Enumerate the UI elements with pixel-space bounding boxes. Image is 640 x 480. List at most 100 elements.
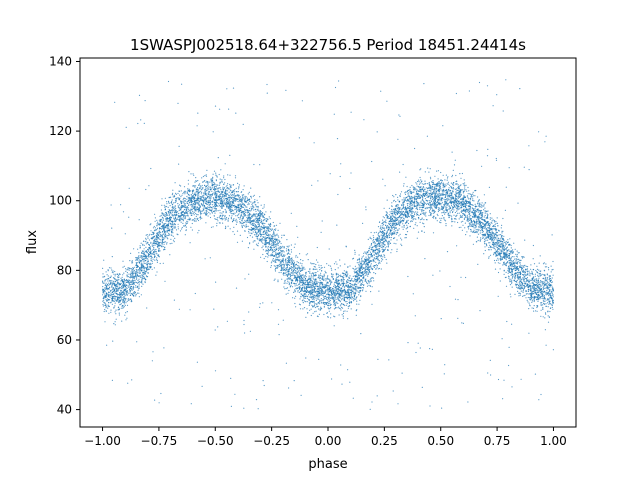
data-point [136,257,138,259]
data-point [194,186,196,188]
data-point [542,288,545,290]
data-point [396,250,398,253]
data-point [336,263,338,265]
data-point [540,315,542,317]
data-point [446,251,449,253]
data-point [179,218,181,220]
data-point [395,223,397,225]
data-point [304,278,306,280]
data-point [157,223,159,226]
data-point [389,222,391,224]
data-point [508,271,510,273]
data-point [187,179,189,181]
data-point [231,190,233,192]
data-point [215,218,217,220]
data-point [530,273,532,275]
data-point [464,211,466,213]
data-point [210,206,212,209]
data-point [544,293,547,295]
data-point [158,250,160,252]
data-point [237,200,239,202]
data-point [173,202,175,204]
data-point [369,237,371,239]
data-point [522,274,524,276]
data-point [445,223,447,225]
data-point [545,263,547,265]
data-point [540,393,542,396]
data-point [402,228,404,230]
data-point [211,209,213,211]
data-point [105,288,107,290]
data-point [468,205,470,207]
data-point [131,300,133,302]
data-point [231,195,233,197]
data-point [489,359,491,361]
data-point [436,170,438,172]
data-point [265,249,267,251]
data-point [166,228,168,230]
data-point [186,195,188,198]
data-point [281,268,283,271]
data-point [180,196,182,198]
data-point [136,277,138,279]
data-point [397,204,399,206]
data-point [228,200,230,202]
data-point [359,265,361,267]
data-point [366,283,368,285]
data-point [520,279,523,281]
data-point [271,229,273,231]
data-point [459,204,461,206]
data-point [168,213,170,215]
data-point [424,183,426,185]
data-point [290,284,292,286]
data-point [360,333,362,335]
data-point [548,301,550,303]
data-point [452,220,454,223]
data-point [132,277,134,279]
data-point [215,202,218,204]
data-point [294,302,296,305]
data-point [256,231,258,233]
data-point [302,268,305,270]
data-point [478,81,481,84]
data-point [542,296,544,298]
data-point [418,181,420,183]
data-point [118,314,120,316]
data-point [251,236,254,238]
data-point [453,164,456,166]
data-point [512,273,514,275]
data-point [468,228,470,230]
data-point [219,218,221,220]
data-point [486,211,488,213]
data-point [385,258,387,261]
data-point [319,277,322,279]
data-point [400,237,402,239]
data-point [211,182,213,184]
data-point [441,202,443,204]
data-point [314,274,317,276]
data-point [401,244,403,247]
data-point [254,204,256,206]
data-point [199,211,201,214]
data-point [247,214,249,216]
data-point [404,212,406,214]
data-point [262,242,264,244]
data-point [219,178,221,180]
data-point [299,262,301,264]
data-point [508,167,510,169]
data-point [317,261,319,263]
data-point [244,225,246,227]
data-point [274,241,276,244]
data-point [455,174,457,177]
data-point [117,298,119,300]
data-point [437,195,439,197]
data-point [313,297,316,299]
data-point [497,259,499,261]
data-point [283,282,285,284]
data-point [116,284,118,286]
data-point [205,188,207,191]
data-point [268,254,270,256]
data-point [309,271,311,273]
data-point [106,278,108,280]
